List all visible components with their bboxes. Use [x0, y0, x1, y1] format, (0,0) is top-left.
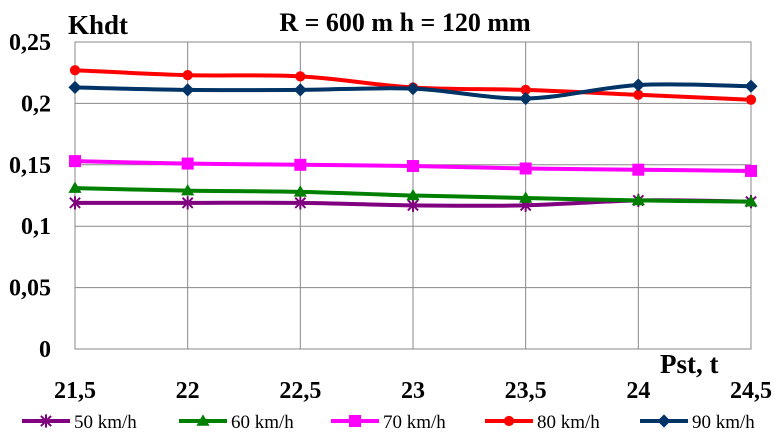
x-tick-label: 23	[401, 378, 425, 404]
legend-item: 50 km/h	[22, 412, 137, 433]
y-tick-label: 0,15	[9, 153, 51, 179]
y-axis-label: Khdt	[68, 10, 128, 40]
data-point	[503, 415, 515, 427]
data-point	[69, 196, 81, 210]
x-tick-label: 24,5	[730, 378, 772, 404]
data-point	[294, 196, 307, 210]
legend-label: 80 km/h	[537, 412, 600, 433]
legend-label: 60 km/h	[231, 412, 294, 433]
data-point	[407, 160, 419, 173]
series-90-km-h	[68, 78, 758, 106]
data-point	[633, 89, 644, 100]
data-point	[295, 71, 306, 82]
y-tick-label: 0,1	[21, 214, 51, 240]
y-tick-label: 0,05	[9, 276, 51, 302]
legend-label: 70 km/h	[383, 412, 446, 433]
legend-item: 70 km/h	[331, 412, 446, 433]
data-point	[69, 155, 81, 168]
series-layer	[68, 65, 758, 212]
data-point	[745, 94, 757, 105]
data-point	[519, 91, 533, 106]
y-tick-label: 0	[39, 337, 51, 363]
data-point	[68, 181, 82, 193]
x-axis-label: Pst, t	[660, 349, 718, 379]
data-point	[519, 191, 533, 203]
legend-label: 50 km/h	[74, 412, 137, 433]
data-point	[294, 158, 307, 171]
data-point	[68, 80, 82, 95]
data-point	[182, 70, 193, 81]
data-point	[632, 163, 645, 176]
legend: 50 km/h 60 km/h 70 km/h 80 km/h 90 km/h	[22, 412, 755, 433]
data-point	[40, 414, 52, 428]
data-point	[181, 157, 194, 170]
data-point	[181, 83, 195, 97]
legend-item: 90 km/h	[640, 412, 755, 433]
data-point	[293, 83, 307, 97]
series-70-km-h	[69, 155, 757, 177]
data-point	[406, 82, 420, 96]
tick-labels: 0 0,05 0,1 0,15 0,2 0,25 21,5 22 22,5 23 23,5 24 24,…	[9, 30, 772, 404]
x-tick-label: 21,5	[54, 378, 96, 404]
x-tick-label: 22	[176, 378, 200, 404]
data-point	[407, 198, 419, 212]
chart-title: R = 600 m h = 120 mm	[279, 8, 531, 37]
data-point	[349, 415, 361, 427]
data-point	[631, 193, 645, 206]
data-point	[181, 183, 195, 196]
data-point	[520, 84, 531, 95]
legend-item: 80 km/h	[485, 412, 600, 433]
data-point	[657, 414, 671, 428]
data-point	[745, 164, 757, 177]
y-tick-label: 0,2	[21, 91, 51, 117]
data-point	[631, 78, 645, 92]
legend-item: 60 km/h	[179, 412, 294, 433]
data-point	[744, 195, 758, 207]
data-point	[196, 414, 210, 426]
data-point	[519, 162, 532, 175]
data-point	[181, 196, 194, 210]
data-point	[293, 185, 307, 197]
data-point	[406, 188, 420, 201]
x-tick-label: 22,5	[279, 378, 321, 404]
data-point	[744, 79, 758, 93]
data-point	[69, 65, 81, 76]
y-tick-label: 0,25	[9, 30, 51, 56]
series-60-km-h	[68, 181, 758, 207]
x-tick-label: 23,5	[505, 378, 547, 404]
legend-label: 90 km/h	[692, 412, 755, 433]
x-tick-label: 24	[626, 378, 650, 404]
